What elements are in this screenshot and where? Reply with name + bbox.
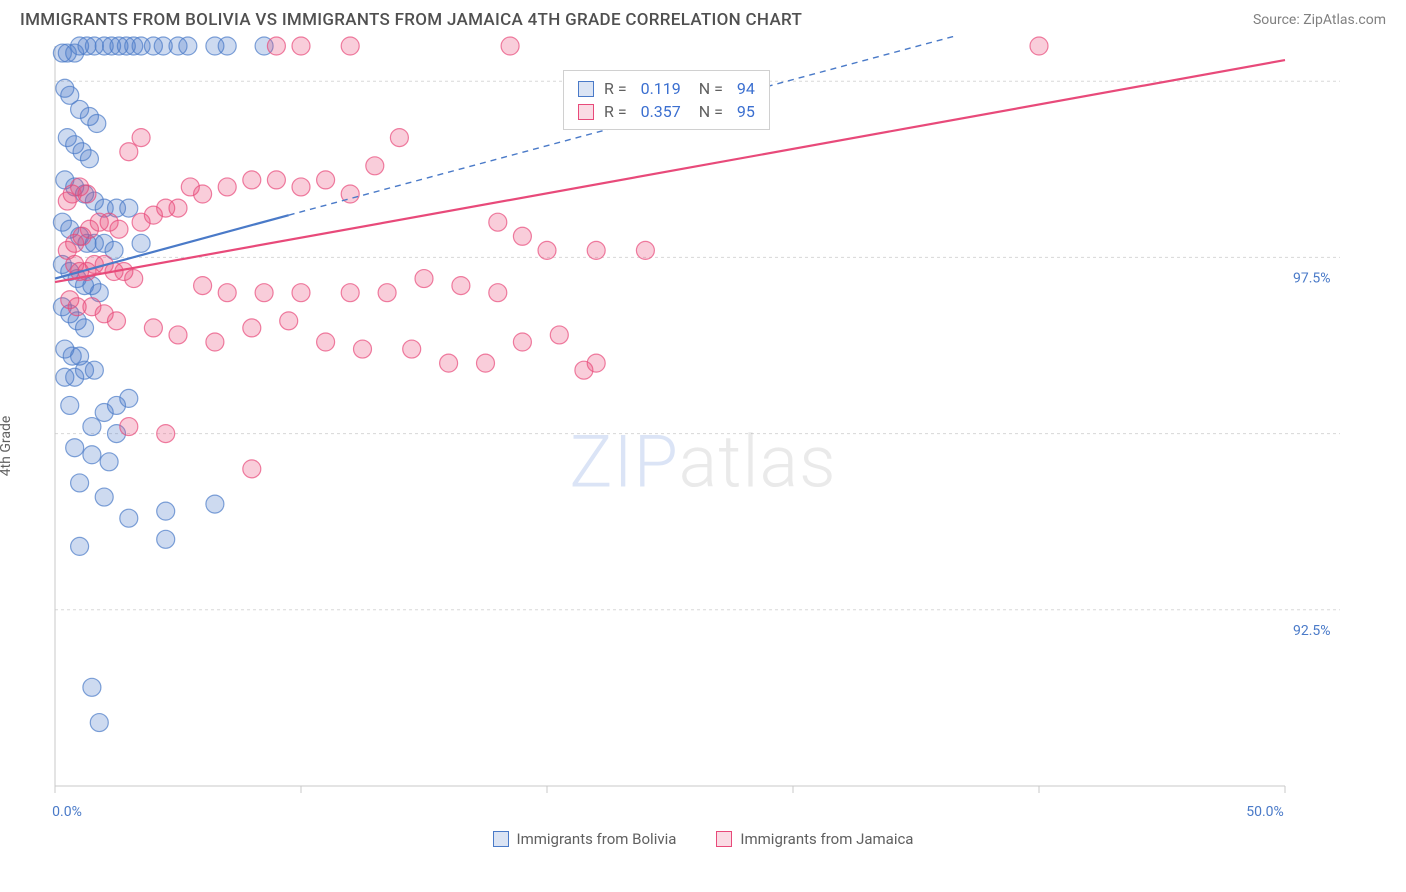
- series-swatch: [578, 81, 594, 97]
- svg-text:92.5%: 92.5%: [1293, 623, 1331, 639]
- stats-row: R = 0.119 N = 94: [578, 77, 755, 100]
- chart-header: IMMIGRANTS FROM BOLIVIA VS IMMIGRANTS FR…: [0, 0, 1406, 36]
- stats-row: R = 0.357 N = 95: [578, 100, 755, 123]
- source-attribution: Source: ZipAtlas.com: [1253, 12, 1386, 28]
- legend-label: Immigrants from Bolivia: [517, 830, 677, 848]
- svg-text:50.0%: 50.0%: [1246, 804, 1284, 820]
- correlation-stats-box: R = 0.119 N = 94R = 0.357 N = 95: [563, 70, 770, 130]
- svg-text:0.0%: 0.0%: [52, 804, 82, 820]
- source-label: Source:: [1253, 12, 1303, 28]
- legend-item: Immigrants from Bolivia: [493, 830, 677, 848]
- stat-r-value: 0.357: [641, 102, 681, 121]
- legend-label: Immigrants from Jamaica: [740, 830, 913, 848]
- stat-n-value: 94: [733, 79, 755, 98]
- legend-swatch: [716, 831, 732, 847]
- source-link[interactable]: ZipAtlas.com: [1303, 12, 1386, 28]
- legend-swatch: [493, 831, 509, 847]
- legend-item: Immigrants from Jamaica: [716, 830, 913, 848]
- svg-text:97.5%: 97.5%: [1293, 270, 1331, 286]
- series-swatch: [578, 104, 594, 120]
- y-axis-label: 4th Grade: [0, 416, 14, 477]
- chart-area: 4th Grade 92.5%97.5%0.0%50.0% ZIPatlas R…: [0, 36, 1406, 856]
- scatter-plot: 92.5% 97.5% 0.0% 50.0%: [45, 36, 1355, 826]
- legend: Immigrants from Bolivia Immigrants from J…: [0, 830, 1406, 848]
- stat-r-label: R =: [604, 102, 631, 121]
- stat-n-label: N =: [691, 102, 723, 121]
- chart-title: IMMIGRANTS FROM BOLIVIA VS IMMIGRANTS FR…: [20, 10, 802, 30]
- stat-r-value: 0.119: [641, 79, 681, 98]
- stat-n-label: N =: [691, 79, 723, 98]
- stat-n-value: 95: [733, 102, 755, 121]
- stat-r-label: R =: [604, 79, 631, 98]
